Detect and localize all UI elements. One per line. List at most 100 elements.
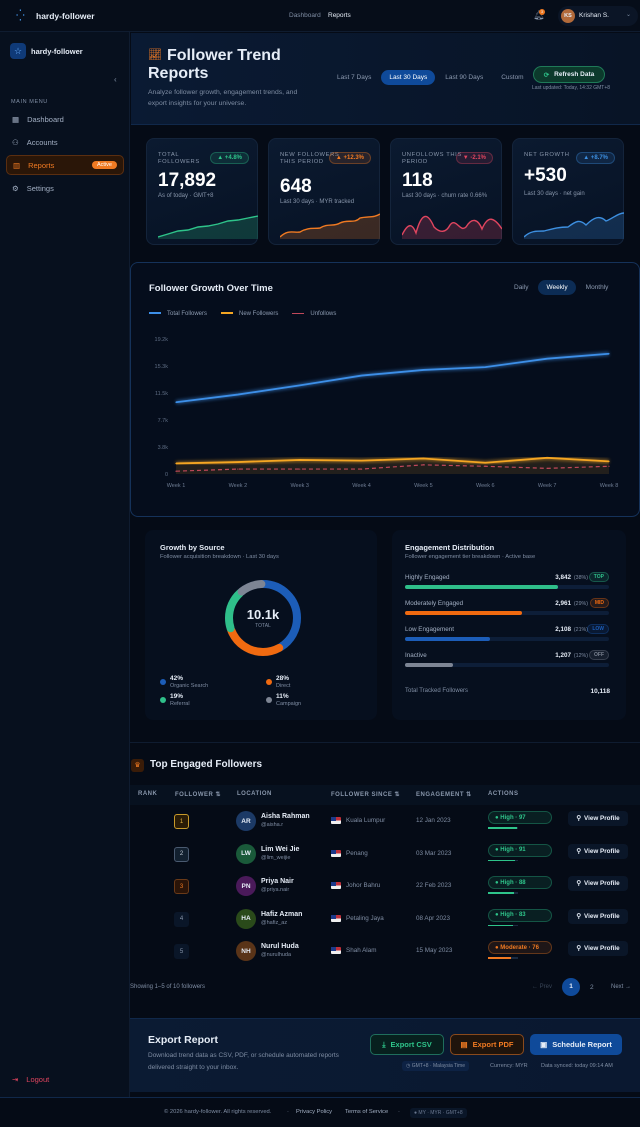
range-7d[interactable]: Last 7 Days xyxy=(337,74,372,81)
sidebar: ☆ hardy-follower ‹ MAIN MENU ▦ Dashboard … xyxy=(0,32,130,1097)
panel-title: Growth by Source xyxy=(160,543,225,552)
sidebar-item-settings[interactable]: ⚙ Settings xyxy=(6,178,124,198)
kpi-value: 118 xyxy=(402,170,433,191)
col-engagement[interactable]: ENGAGEMENT ⇅ xyxy=(416,792,472,798)
schedule-report-button[interactable]: ▣ Schedule Report xyxy=(530,1034,622,1055)
sidebar-item-dashboard[interactable]: ▦ Dashboard xyxy=(6,109,124,129)
engagement-bar-fill xyxy=(488,859,516,861)
kpi-subtext: Last 30 days · net gain xyxy=(524,191,585,197)
privacy-link[interactable]: Privacy Policy xyxy=(296,1109,333,1115)
legend-dot xyxy=(160,697,166,703)
mode-daily[interactable]: Daily xyxy=(514,284,529,291)
page-subtitle: Analyze follower growth, engagement tren… xyxy=(148,89,298,107)
data-point xyxy=(299,384,301,387)
export-description: Download trend data as CSV, PDF, or sche… xyxy=(148,1052,339,1071)
page-2-button[interactable]: 2 xyxy=(590,984,594,991)
avatar: HA xyxy=(236,908,256,929)
kpi-subtext: Last 30 days · churn rate 0.66% xyxy=(402,193,488,199)
view-profile-button[interactable]: ⚲ View Profile xyxy=(568,811,628,826)
table-row: 5 NH Nurul Huda @nurulhuda Shah Alam 15 … xyxy=(130,936,640,968)
export-pdf-button[interactable]: ▤ Export PDF xyxy=(450,1034,524,1055)
calendar-icon: ▣ xyxy=(540,1040,548,1049)
label: Logout xyxy=(26,1074,50,1084)
col-follower[interactable]: FOLLOWER ⇅ xyxy=(175,792,222,798)
data-point xyxy=(422,457,425,460)
data-point xyxy=(360,374,363,377)
view-profile-button[interactable]: ⚲ View Profile xyxy=(568,908,628,924)
data-point xyxy=(484,462,486,464)
page-1-button[interactable]: 1 xyxy=(562,978,580,996)
notification-count: 3 xyxy=(539,9,545,15)
collapse-icon[interactable]: ‹ xyxy=(114,75,117,84)
y-tick-label: 15.3k xyxy=(155,364,169,370)
bar-chart-icon: ▥ xyxy=(13,160,21,170)
range-30d[interactable]: Last 30 Days xyxy=(381,70,436,85)
user-icon: ⚲ xyxy=(576,912,582,920)
view-profile-button[interactable]: ⚲ View Profile xyxy=(568,843,628,859)
kpi-delta-badge: ▲ +4.8% xyxy=(210,152,249,164)
label: Export CSV xyxy=(390,1040,432,1049)
location: Kuala Lumpur xyxy=(346,817,386,824)
donut-slice-campaign xyxy=(225,580,301,656)
rank-badge: 4 xyxy=(174,911,189,927)
kpi-card: NET GROWTH ▲ +8.7% +530 Last 30 days · n… xyxy=(512,138,624,245)
view-profile-button[interactable]: ⚲ View Profile xyxy=(568,941,628,956)
terms-link[interactable]: Terms of Service xyxy=(345,1109,389,1115)
follower-handle: @priya.nair xyxy=(261,887,290,893)
donut-chart xyxy=(225,580,301,656)
sidebar-item-reports[interactable]: ▥ Reports Active xyxy=(6,155,124,175)
follower-name[interactable]: Lim Wei Jie xyxy=(261,845,300,853)
legend-dot xyxy=(266,679,272,685)
total-value: 10,118 xyxy=(590,688,610,695)
section-label: MAIN MENU xyxy=(11,99,48,105)
next-button[interactable]: Next → xyxy=(611,984,632,990)
x-tick-label: Week 2 xyxy=(229,483,248,489)
logout-button[interactable]: ⇥ Logout xyxy=(6,1069,124,1089)
data-point xyxy=(484,465,486,467)
panel-title: Engagement Distribution xyxy=(405,543,495,552)
x-tick-label: Week 3 xyxy=(290,483,309,489)
logout-icon: ⇥ xyxy=(12,1074,19,1084)
follower-since: 15 May 2023 xyxy=(416,947,453,954)
tier-tag: TOP xyxy=(588,572,609,582)
label: Dashboard xyxy=(27,114,64,124)
tier-bar-fill xyxy=(405,637,490,641)
data-point xyxy=(237,468,239,470)
location: Petaling Jaya xyxy=(346,914,384,922)
engagement-bar-fill xyxy=(488,892,515,894)
range-selector: Last 7 Days Last 30 Days Last 90 Days Cu… xyxy=(329,70,532,85)
series-glow xyxy=(175,351,610,405)
range-custom[interactable]: Custom xyxy=(501,74,524,81)
data-point xyxy=(546,457,548,459)
range-90d[interactable]: Last 90 Days xyxy=(445,74,484,81)
col-since[interactable]: FOLLOWER SINCE ⇅ xyxy=(331,792,401,798)
sidebar-item-accounts[interactable]: ⚇ Accounts xyxy=(6,132,124,152)
follower-name[interactable]: Priya Nair xyxy=(261,878,294,885)
refresh-button[interactable]: ⟳ Refresh Data xyxy=(533,66,605,83)
mode-weekly[interactable]: Weekly xyxy=(538,280,576,295)
sync-info: Data synced: today 09:14 AM xyxy=(541,1063,613,1069)
follower-name[interactable]: Hafiz Azman xyxy=(261,910,303,918)
legend-dot xyxy=(160,679,166,685)
follower-name[interactable]: Aisha Rahman xyxy=(261,813,310,820)
prev-button[interactable]: ← Prev xyxy=(532,984,553,990)
data-point xyxy=(299,468,301,470)
y-tick-label: 0 xyxy=(165,472,168,478)
label: View Profile xyxy=(584,815,620,822)
brand-name: hardy-follower xyxy=(36,11,95,21)
pagination-info: Showing 1–5 of 10 followers xyxy=(130,984,206,990)
follower-name[interactable]: Nurul Huda xyxy=(261,943,299,950)
granularity-selector: Daily Weekly Monthly xyxy=(506,280,616,295)
footer: © 2026 hardy-follower. All rights reserv… xyxy=(0,1097,640,1127)
nav-dashboard[interactable]: Dashboard xyxy=(289,12,321,19)
user-menu[interactable]: KS Krishan S. ⌄ xyxy=(558,6,638,26)
mode-monthly[interactable]: Monthly xyxy=(585,284,609,291)
view-profile-button[interactable]: ⚲ View Profile xyxy=(568,876,628,891)
chart-legend: Total Followers New Followers Unfollows xyxy=(149,311,336,317)
export-csv-button[interactable]: ⤓ Export CSV xyxy=(370,1034,444,1055)
nav-reports[interactable]: Reports xyxy=(328,12,351,19)
bell-icon[interactable]: 🔔︎ xyxy=(533,10,545,20)
kpi-card: UNFOLLOWS THIS PERIOD ▼ -2.1% 118 Last 3… xyxy=(390,138,502,245)
avatar: KS xyxy=(561,9,575,23)
label: Schedule Report xyxy=(552,1040,612,1049)
